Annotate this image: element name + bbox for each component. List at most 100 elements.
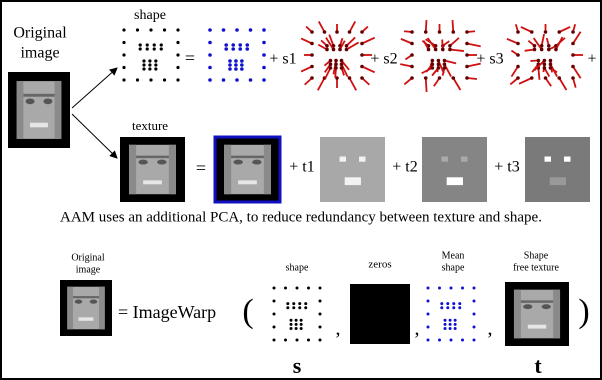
shape-point [452, 302, 455, 305]
symbol: s [293, 353, 302, 378]
term: + s3 [476, 51, 503, 68]
mode-vector [453, 78, 460, 90]
shape-point [444, 327, 447, 330]
shape-point [438, 339, 441, 342]
shape-point [360, 53, 364, 57]
shape-point [329, 59, 333, 63]
shape-point [222, 78, 226, 82]
shape-point [410, 42, 414, 46]
shape-point [427, 326, 430, 329]
shape-point [176, 28, 179, 31]
shape-point [146, 47, 149, 50]
shape-point [332, 48, 336, 52]
face-shade [224, 145, 231, 194]
shape-point [461, 339, 464, 342]
shape-point [234, 67, 238, 71]
shape-point [148, 67, 151, 70]
shape-point [310, 76, 314, 80]
term: = [196, 158, 206, 178]
shape-point [310, 30, 314, 34]
shape-point [438, 287, 441, 290]
mode-vector [318, 78, 325, 90]
shape-point [142, 67, 145, 70]
shape-point [454, 319, 457, 322]
zeros-image [350, 284, 410, 344]
shape-point [454, 327, 457, 330]
shape-point [473, 287, 476, 290]
shape-point [334, 62, 338, 66]
shape-point [554, 48, 558, 52]
eye [252, 160, 261, 165]
shape-point [176, 66, 179, 69]
shape-point [410, 30, 414, 34]
shape-point [410, 76, 414, 80]
separator: , [488, 318, 493, 340]
shape-point [160, 43, 163, 46]
shape-point [427, 339, 430, 342]
mode-eye [442, 157, 449, 162]
shape-point [154, 67, 157, 70]
face-shade [129, 145, 136, 194]
shape-point [434, 48, 438, 52]
shape-point [296, 287, 299, 290]
shape-point [235, 28, 239, 32]
shape-point [208, 78, 212, 82]
shape-point [273, 326, 276, 329]
shape-point [325, 44, 329, 48]
symbol: t [534, 353, 542, 378]
brow [231, 156, 264, 158]
shape-point [231, 47, 235, 51]
brow [521, 300, 553, 302]
eye [75, 299, 82, 303]
shape-point [547, 48, 551, 52]
shape-point [544, 30, 548, 34]
label: Mean [442, 250, 465, 261]
mode-vector [519, 78, 532, 84]
shape-point [443, 59, 447, 63]
shape-point [122, 41, 125, 44]
shape-point [290, 319, 293, 322]
shape-point [571, 65, 575, 69]
mode-vector [444, 61, 456, 64]
shape-point [549, 59, 553, 63]
face-shade [55, 81, 62, 139]
mode-vector [559, 78, 566, 90]
shape-point [329, 66, 333, 70]
shape-point [516, 76, 520, 80]
shape-point [450, 339, 453, 342]
shape-point [319, 300, 322, 303]
shape-point [228, 63, 232, 67]
label: Shape [524, 250, 549, 261]
mouth [238, 180, 257, 184]
label: zeros [368, 259, 391, 271]
shape-point [224, 47, 228, 51]
shape-point [427, 300, 430, 303]
mode-eye [545, 157, 552, 162]
eye [157, 160, 166, 165]
aam-diagram: Original image shape = + s1 + s2 + s3 + … [0, 0, 602, 380]
shape-point [298, 302, 301, 305]
shape-point [310, 65, 314, 69]
mode-vector [362, 38, 375, 44]
shape-point [300, 319, 303, 322]
shape-point [240, 59, 244, 63]
shape-point [440, 306, 443, 309]
shape-point [427, 287, 430, 290]
shape-point [571, 30, 575, 34]
term: + s2 [370, 51, 397, 68]
shape-point [451, 30, 455, 34]
face-shade [514, 290, 521, 339]
shape-point [304, 306, 307, 309]
shape-point [537, 59, 541, 63]
shape-point [231, 43, 235, 47]
arrow [72, 114, 117, 158]
eye [138, 160, 147, 165]
face-shade [264, 145, 271, 194]
shape-point [473, 313, 476, 316]
shape-point [245, 43, 249, 47]
texture-mode [525, 137, 590, 202]
label: shape [442, 262, 465, 273]
shape-point [176, 41, 179, 44]
term: + s1 [269, 51, 296, 68]
shape-point [154, 59, 157, 62]
